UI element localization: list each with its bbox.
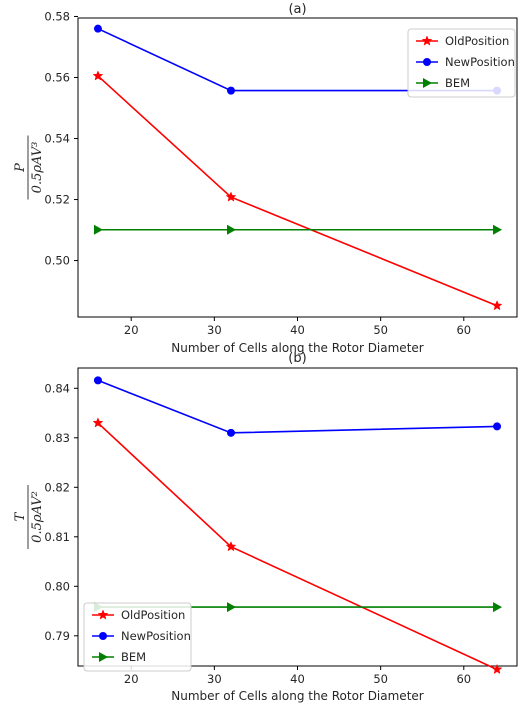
series-line <box>97 75 498 307</box>
chart-panel-b: (b) 20 30 40 50 60 0.79 0.80 0.81 0.82 0.83 0.84 Num… <box>13 351 518 703</box>
chart-title: (a) <box>288 2 306 17</box>
y-tick-label: 0.58 <box>44 9 70 23</box>
legend-box <box>407 28 516 98</box>
legend-box <box>83 602 192 672</box>
legend-entry: BEM <box>92 650 146 664</box>
y-tick-label: 0.79 <box>44 629 70 643</box>
legend-entry: OldPosition <box>416 34 509 48</box>
legend-marker <box>421 35 433 46</box>
y-tick-label: 0.54 <box>44 132 70 146</box>
x-tick-label: 20 <box>124 323 139 337</box>
legend-marker <box>99 632 107 640</box>
chart-panel-a: (a) 20 30 40 50 60 0.50 0.52 0.54 0.56 0.58 Number … <box>13 2 518 355</box>
chart-title: (b) <box>288 351 306 366</box>
legend-label: BEM <box>445 76 470 90</box>
legend-marker <box>97 609 109 620</box>
data-point <box>226 602 236 613</box>
x-tick-label: 60 <box>456 323 471 337</box>
legend-entry: NewPosition <box>92 629 191 643</box>
y-tick-label: 0.52 <box>44 193 70 207</box>
y-axis-label-numerator: P <box>13 163 28 173</box>
data-point <box>225 541 237 552</box>
y-tick-label: 0.80 <box>44 579 70 593</box>
y-tick-label: 0.84 <box>44 381 70 395</box>
y-tick-label: 0.81 <box>44 530 70 544</box>
x-tick-label: 40 <box>290 323 305 337</box>
x-tick-label: 50 <box>373 323 388 337</box>
series-bem <box>93 224 503 235</box>
series-oldposition <box>92 70 503 311</box>
data-point <box>226 428 235 437</box>
data-point <box>493 422 502 431</box>
legend-label: BEM <box>121 650 146 664</box>
x-tick-label: 40 <box>290 672 305 686</box>
y-tick-label: 0.82 <box>44 480 70 494</box>
x-axis-label: Number of Cells along the Rotor Diameter <box>171 689 423 703</box>
x-tick-label: 20 <box>124 672 139 686</box>
series-line <box>97 379 498 434</box>
x-tick-label: 30 <box>207 323 222 337</box>
legend-entry: NewPosition <box>416 55 515 69</box>
data-point <box>93 224 103 235</box>
data-point <box>493 602 503 613</box>
legend-label: NewPosition <box>121 629 191 643</box>
data-point <box>226 86 235 95</box>
legend-marker <box>423 58 431 66</box>
series-oldposition <box>92 417 503 675</box>
x-tick-label: 30 <box>207 672 222 686</box>
legend-entry: BEM <box>416 76 470 90</box>
y-tick-label: 0.56 <box>44 70 70 84</box>
x-tick-label: 50 <box>373 672 388 686</box>
data-point <box>491 300 503 311</box>
legend: OldPosition NewPosition BEM <box>83 602 192 672</box>
legend-label: OldPosition <box>121 608 185 622</box>
legend-marker <box>423 78 432 88</box>
y-axis-label: P 0.5ρAV³ <box>13 135 45 200</box>
data-point <box>493 224 503 235</box>
y-axis-label: T 0.5ρAV² <box>13 485 45 549</box>
legend-label: NewPosition <box>445 55 515 69</box>
data-point <box>93 24 102 33</box>
data-point <box>93 376 102 385</box>
data-point <box>92 70 104 81</box>
y-tick-label: 0.83 <box>44 431 70 445</box>
y-axis-label-denominator: 0.5ρAV² <box>30 491 45 543</box>
data-point <box>226 224 236 235</box>
data-point <box>491 663 503 675</box>
legend-marker <box>99 652 108 662</box>
y-axis-label-numerator: T <box>13 511 28 521</box>
x-tick-label: 60 <box>456 672 471 686</box>
data-point <box>92 417 104 428</box>
legend-label: OldPosition <box>445 34 509 48</box>
x-axis-label: Number of Cells along the Rotor Diameter <box>171 341 423 355</box>
legend: OldPosition NewPosition BEM <box>407 28 516 98</box>
y-axis-label-denominator: 0.5ρAV³ <box>30 142 45 194</box>
y-tick-label: 0.50 <box>44 254 70 268</box>
series-newposition <box>93 376 502 437</box>
legend-entry: OldPosition <box>92 608 185 622</box>
data-point <box>225 191 237 202</box>
